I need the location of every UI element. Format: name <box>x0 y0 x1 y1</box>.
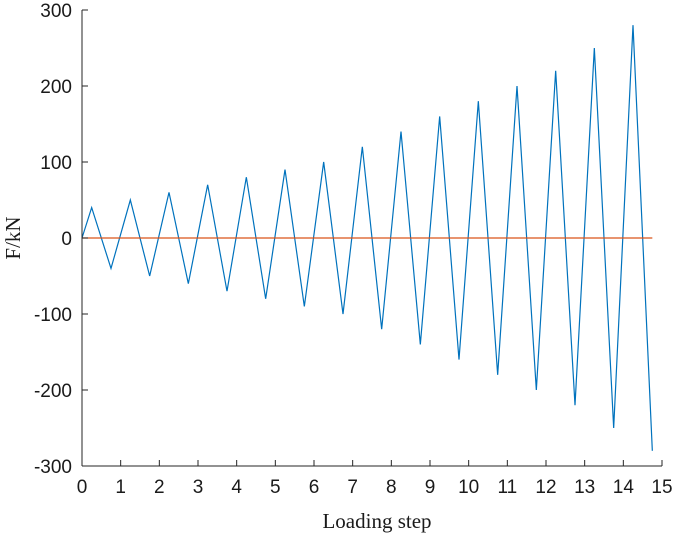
x-tick-label: 14 <box>613 477 635 498</box>
x-tick-label: 0 <box>77 477 88 498</box>
x-tick-label: 6 <box>309 477 320 498</box>
y-tick-label: 200 <box>40 77 72 98</box>
y-tick-label: -100 <box>34 305 72 326</box>
x-axis-title: Loading step <box>322 509 431 533</box>
x-tick-label: 8 <box>386 477 397 498</box>
x-tick-label: 12 <box>535 477 556 498</box>
x-tick-label: 15 <box>651 477 672 498</box>
y-tick-label: 0 <box>61 229 72 250</box>
x-tick-label: 5 <box>270 477 281 498</box>
y-tick-label: 300 <box>40 1 72 22</box>
load-curve-line <box>81 25 653 451</box>
x-tick-label: 2 <box>154 477 165 498</box>
x-tick-label: 13 <box>574 477 595 498</box>
x-tick-label: 1 <box>115 477 126 498</box>
x-tick-label: 3 <box>193 477 204 498</box>
x-tick-label: 9 <box>425 477 436 498</box>
x-tick-label: 7 <box>347 477 358 498</box>
x-tick-label: 4 <box>231 477 242 498</box>
series-layer <box>81 25 653 451</box>
ticks-layer: 0 1 2 3 4 5 6 7 8 9 10 11 12 13 14 153002001000-100-200… <box>34 1 673 498</box>
x-tick-label: 10 <box>458 477 479 498</box>
x-tick-label: 11 <box>497 477 517 498</box>
y-tick-label: 100 <box>40 153 72 174</box>
y-axis-title: F/kN <box>1 216 25 259</box>
y-tick-label: -300 <box>34 457 72 478</box>
y-tick-label: -200 <box>34 381 72 402</box>
